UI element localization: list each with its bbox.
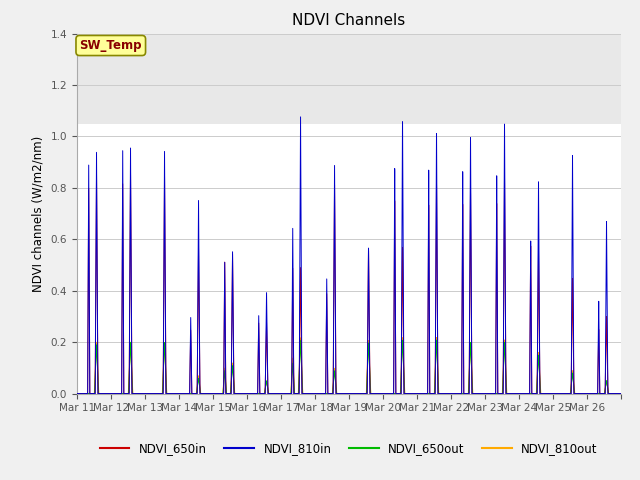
Y-axis label: NDVI channels (W/m2/nm): NDVI channels (W/m2/nm) (32, 135, 45, 292)
Legend: NDVI_650in, NDVI_810in, NDVI_650out, NDVI_810out: NDVI_650in, NDVI_810in, NDVI_650out, NDV… (95, 437, 602, 460)
Text: SW_Temp: SW_Temp (79, 39, 142, 52)
Title: NDVI Channels: NDVI Channels (292, 13, 405, 28)
Bar (77, 34, 621, 123)
